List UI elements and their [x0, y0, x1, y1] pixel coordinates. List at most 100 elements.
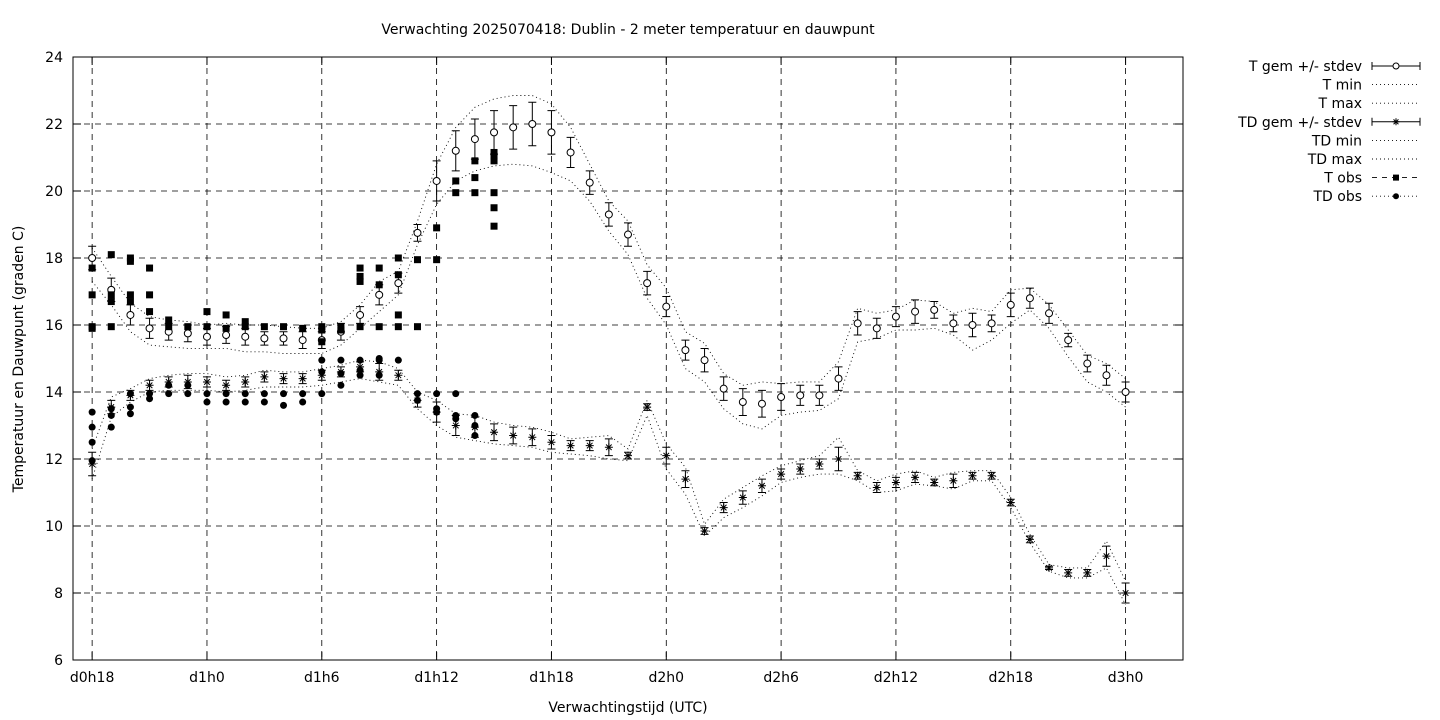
- legend-item: TD gem +/- stdev: [1237, 115, 1421, 131]
- data-point-t-obs: [413, 323, 421, 331]
- legend: T gem +/- stdev T min T max TD gem +/- stde…: [1237, 59, 1421, 205]
- data-point-td-obs: [241, 390, 249, 398]
- chart-title: Verwachting 2025070418: Dublin - 2 meter…: [381, 22, 875, 38]
- data-point-td-mean: [930, 478, 939, 487]
- data-point-t-obs: [471, 157, 479, 165]
- data-point-td-obs: [318, 368, 326, 376]
- data-point-td-obs: [107, 423, 115, 431]
- x-tick-label: d1h0: [189, 670, 225, 686]
- y-tick-label: 10: [45, 519, 63, 535]
- data-point-td-obs: [165, 381, 173, 389]
- data-point-t-obs: [241, 318, 249, 326]
- data-point-t-obs: [165, 323, 173, 331]
- data-point-t-mean: [490, 128, 499, 137]
- data-point-td-mean: [490, 428, 499, 437]
- y-tick-label: 16: [45, 318, 63, 334]
- data-point-t-mean: [145, 324, 154, 333]
- data-point-td-mean: [891, 478, 900, 487]
- data-point-td-mean: [643, 403, 652, 412]
- data-point-t-obs: [146, 291, 154, 299]
- data-point-td-obs: [222, 390, 230, 398]
- data-point-t-obs: [337, 326, 345, 334]
- data-point-t-mean: [987, 319, 996, 328]
- data-point-t-obs: [88, 324, 96, 332]
- data-point-td-mean: [604, 443, 613, 452]
- data-point-td-obs: [260, 390, 268, 398]
- min-max-bands: [91, 95, 1127, 605]
- data-point-t-obs: [356, 323, 364, 331]
- data-point-t-mean: [719, 384, 728, 393]
- data-point-td-obs: [241, 398, 249, 406]
- legend-label: T max: [1317, 96, 1362, 112]
- data-point-t-obs: [146, 264, 154, 272]
- legend-marker: [1393, 174, 1399, 181]
- data-point-td-obs: [146, 390, 154, 398]
- data-point-td-obs: [126, 410, 134, 418]
- data-point-t-mean: [968, 321, 977, 329]
- axis-ticks: 6 8 10 12 14 16 18 20 22 24 d0h18 d1h0 d1h6 d1h12 d1h1…: [45, 50, 1183, 686]
- y-tick-label: 24: [45, 50, 63, 66]
- data-point-t-mean: [662, 302, 671, 311]
- data-point-t-obs: [280, 323, 288, 331]
- data-point-t-obs: [88, 291, 96, 299]
- data-point-td-mean: [1064, 568, 1073, 577]
- data-point-td-obs: [337, 356, 345, 364]
- data-point-td-obs: [471, 432, 479, 440]
- data-point-t-obs: [203, 308, 211, 316]
- plot-frame: [72, 56, 1184, 661]
- data-point-td-mean: [853, 471, 862, 480]
- data-point-td-mean: [777, 470, 786, 479]
- data-point-td-mean: [624, 451, 632, 460]
- data-point-t-obs: [452, 177, 460, 185]
- y-tick-label: 14: [45, 385, 63, 401]
- data-point-t-mean: [394, 279, 403, 288]
- data-point-td-obs: [88, 408, 96, 416]
- data-point-t-mean: [509, 123, 518, 132]
- data-point-t-mean: [834, 374, 843, 383]
- data-point-t-obs: [165, 316, 173, 324]
- legend-label: T obs: [1323, 171, 1362, 187]
- data-point-td-mean: [202, 377, 211, 386]
- data-point-td-mean: [987, 471, 996, 480]
- data-point-td-mean: [1102, 552, 1111, 561]
- x-axis-label: Verwachtingstijd (UTC): [548, 700, 707, 716]
- data-point-t-obs: [490, 148, 498, 156]
- data-point-t-mean: [949, 319, 958, 328]
- data-point-td-mean: [949, 476, 958, 485]
- data-point-td-mean: [279, 374, 288, 383]
- x-tick-label: d0h18: [70, 670, 114, 686]
- data-point-t-obs: [107, 298, 115, 306]
- data-point-td-mean: [145, 381, 154, 390]
- x-tick-label: d1h6: [304, 670, 340, 686]
- data-point-td-obs: [337, 370, 345, 378]
- legend-item: T min: [1322, 78, 1420, 94]
- data-point-t-obs: [203, 323, 211, 331]
- data-point-t-obs: [222, 311, 230, 319]
- data-point-td-obs: [107, 405, 115, 413]
- data-point-t-mean: [1006, 300, 1015, 309]
- data-point-td-obs: [375, 355, 383, 362]
- data-point-t-mean: [241, 332, 250, 341]
- data-point-td-obs: [146, 395, 154, 403]
- data-point-t-mean: [757, 399, 766, 408]
- y-tick-label: 20: [45, 184, 63, 200]
- data-point-t-obs: [433, 256, 441, 264]
- data-point-t-obs: [126, 298, 134, 306]
- data-point-td-obs: [433, 390, 441, 398]
- data-point-t-mean: [1102, 371, 1111, 380]
- data-point-t-mean: [585, 178, 594, 187]
- data-point-t-mean: [777, 393, 786, 402]
- data-point-td-obs: [203, 398, 211, 406]
- legend-item: TD obs: [1312, 189, 1420, 205]
- data-point-t-obs: [394, 323, 402, 331]
- data-point-t-mean: [375, 290, 384, 299]
- data-point-td-mean: [451, 421, 460, 430]
- data-point-t-obs: [299, 324, 307, 332]
- data-point-td-obs: [318, 356, 326, 364]
- data-point-t-obs: [490, 157, 498, 165]
- data-point-td-mean: [815, 460, 824, 469]
- data-point-td-mean: [222, 381, 231, 390]
- legend-marker: [1392, 62, 1400, 70]
- y-tick-label: 12: [45, 452, 63, 468]
- data-point-td-obs: [222, 398, 230, 406]
